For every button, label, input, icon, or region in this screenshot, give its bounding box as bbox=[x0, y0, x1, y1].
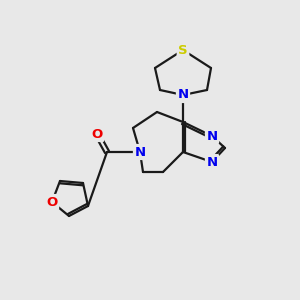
Text: N: N bbox=[177, 88, 189, 101]
Text: N: N bbox=[206, 130, 218, 142]
Text: O: O bbox=[92, 128, 103, 140]
Text: S: S bbox=[178, 44, 188, 56]
Text: N: N bbox=[206, 155, 218, 169]
Text: N: N bbox=[134, 146, 146, 158]
Text: O: O bbox=[46, 196, 58, 208]
